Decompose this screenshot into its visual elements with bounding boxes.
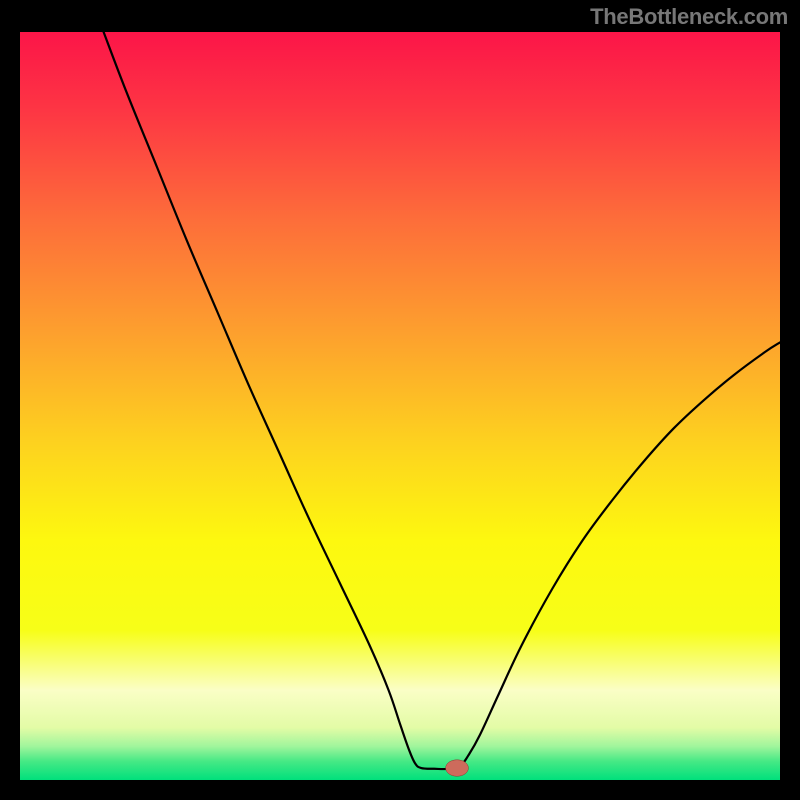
marker-dot [446, 760, 469, 776]
chart-frame: TheBottleneck.com [0, 0, 800, 800]
plot-svg [20, 32, 780, 780]
gradient-background [20, 32, 780, 780]
watermark-label: TheBottleneck.com [590, 4, 788, 30]
plot-area [20, 32, 780, 780]
